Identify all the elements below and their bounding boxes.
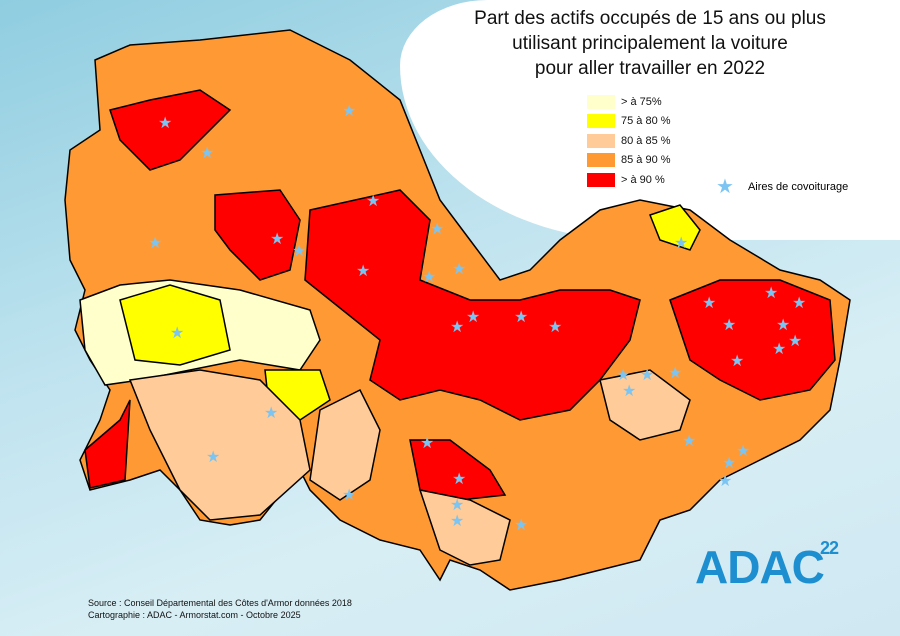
star-icon: ★ bbox=[342, 487, 356, 504]
zone-80-85-east bbox=[599, 369, 691, 441]
star-icon: ★ bbox=[170, 325, 184, 342]
title-line-1: Part des actifs occupés de 15 ans ou plu… bbox=[474, 8, 826, 29]
logo-number: 22 bbox=[820, 538, 839, 558]
star-icon: ★ bbox=[420, 435, 434, 452]
legend-label: > à 75% bbox=[621, 95, 662, 108]
legend-swatch bbox=[587, 114, 615, 129]
legend-label: 80 à 85 % bbox=[621, 134, 671, 147]
legend: > à 75% 75 à 80 % 80 à 85 % 85 à 90 % > … bbox=[587, 92, 671, 190]
star-icon: ★ bbox=[776, 317, 790, 334]
star-icon: ★ bbox=[450, 513, 464, 530]
zone-over-90-east bbox=[669, 279, 836, 401]
star-icon: ★ bbox=[366, 193, 380, 210]
legend-label: 85 à 90 % bbox=[621, 154, 671, 167]
legend-item: 75 à 80 % bbox=[587, 112, 671, 132]
star-icon: ★ bbox=[342, 103, 356, 120]
star-icon: ★ bbox=[514, 309, 528, 326]
legend-item: > à 75% bbox=[587, 92, 671, 112]
star-icon: ★ bbox=[206, 449, 220, 466]
title-line-2: utilisant principalement la voiture bbox=[512, 33, 788, 54]
star-icon: ★ bbox=[622, 383, 636, 400]
star-icon: ★ bbox=[640, 367, 654, 384]
zone-75-80-ne bbox=[649, 204, 701, 251]
legend-item: 85 à 90 % bbox=[587, 151, 671, 171]
zone-80-85-west bbox=[309, 388, 381, 501]
zone-75-80-west bbox=[119, 284, 231, 366]
logo-text: ADAC bbox=[695, 541, 825, 593]
legend-swatch bbox=[587, 133, 615, 148]
star-icon: ★ bbox=[264, 405, 278, 422]
source-line: Source : Conseil Départemental des Côtes… bbox=[88, 598, 352, 608]
credit-line: Cartographie : ADAC - Armorstat.com - Oc… bbox=[88, 610, 301, 620]
zone-80-85-sw bbox=[128, 369, 311, 521]
star-icon: ★ bbox=[450, 319, 464, 336]
legend-label: > à 90 % bbox=[621, 173, 665, 186]
star-icon: ★ bbox=[722, 317, 736, 334]
title-line-3: pour aller travailler en 2022 bbox=[534, 58, 766, 79]
star-icon: ★ bbox=[736, 443, 750, 460]
zone-80-85-south bbox=[418, 489, 511, 566]
star-icon: ★ bbox=[772, 341, 786, 358]
zone-over-90-nw bbox=[109, 89, 232, 171]
star-icon: ★ bbox=[788, 333, 802, 350]
star-icon: ★ bbox=[616, 367, 630, 384]
star-icon: ★ bbox=[158, 115, 172, 132]
star-icon: ★ bbox=[716, 176, 734, 198]
star-icon: ★ bbox=[452, 261, 466, 278]
star-icon: ★ bbox=[200, 145, 214, 162]
legend-carpool: ★ Aires de covoiturage bbox=[716, 174, 848, 199]
star-icon: ★ bbox=[668, 365, 682, 382]
zone-over-90-north bbox=[214, 189, 301, 281]
star-icon: ★ bbox=[730, 353, 744, 370]
legend-swatch bbox=[587, 153, 615, 168]
star-icon: ★ bbox=[702, 295, 716, 312]
star-icon: ★ bbox=[674, 235, 688, 252]
map-title: Part des actifs occupés de 15 ans ou plu… bbox=[430, 6, 870, 81]
department-map bbox=[64, 29, 851, 591]
zone-over-90-coast bbox=[84, 399, 131, 489]
star-icon: ★ bbox=[514, 517, 528, 534]
star-icon: ★ bbox=[548, 319, 562, 336]
legend-swatch bbox=[587, 94, 615, 109]
adac-logo: ADAC 22 bbox=[695, 538, 839, 594]
source-note: Source : Conseil Départemental des Côtes… bbox=[88, 597, 352, 621]
star-icon: ★ bbox=[466, 309, 480, 326]
star-icon: ★ bbox=[292, 243, 306, 260]
legend-swatch bbox=[587, 172, 615, 187]
legend-item: > à 90 % bbox=[587, 170, 671, 190]
star-icon: ★ bbox=[270, 231, 284, 248]
star-icon: ★ bbox=[718, 473, 732, 490]
star-icon: ★ bbox=[422, 269, 436, 286]
legend-label: 75 à 80 % bbox=[621, 115, 671, 128]
star-icon: ★ bbox=[356, 263, 370, 280]
star-icon: ★ bbox=[452, 471, 466, 488]
carpool-label: Aires de covoiturage bbox=[747, 180, 849, 193]
star-icon: ★ bbox=[792, 295, 806, 312]
star-icon: ★ bbox=[148, 235, 162, 252]
star-icon: ★ bbox=[722, 455, 736, 472]
star-icon: ★ bbox=[450, 497, 464, 514]
legend-item: 80 à 85 % bbox=[587, 131, 671, 151]
star-icon: ★ bbox=[682, 433, 696, 450]
star-icon: ★ bbox=[430, 221, 444, 238]
carpool-stars: ★ ★ ★ ★ ★ ★ ★ ★ ★ ★ ★ ★ ★ ★ ★ ★ ★ ★ ★ ★ … bbox=[148, 103, 806, 534]
star-icon: ★ bbox=[764, 285, 778, 302]
